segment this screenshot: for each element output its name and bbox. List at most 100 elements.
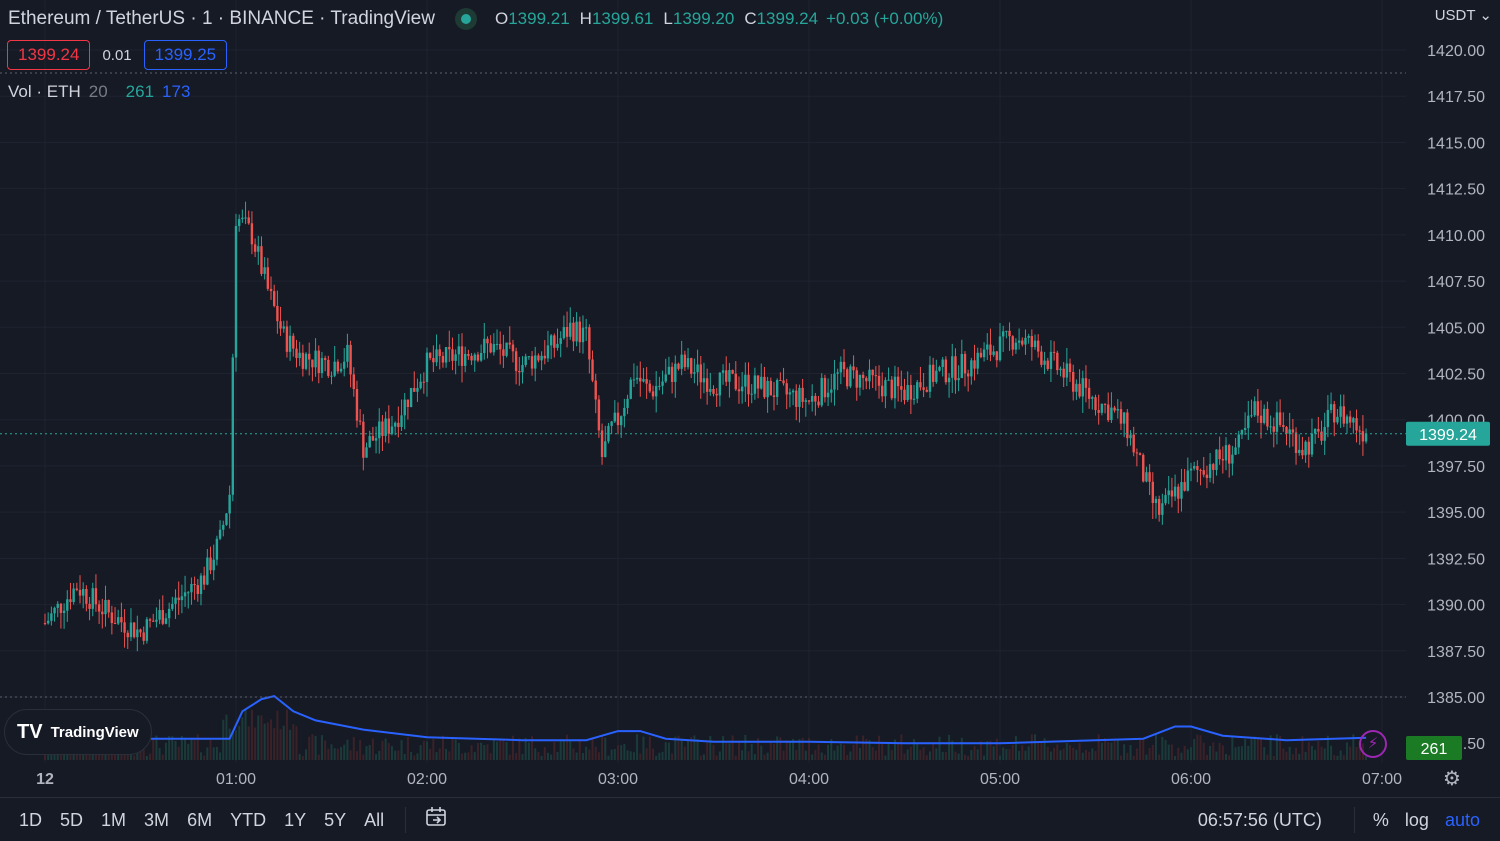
candle-body: [1116, 409, 1119, 411]
candle-body: [998, 336, 1002, 361]
volume-bar: [1323, 748, 1326, 760]
volume-bar: [1072, 747, 1075, 760]
price-chart[interactable]: [0, 0, 1406, 763]
candle-body: [374, 438, 378, 441]
volume-bar: [480, 742, 483, 760]
volume-bar: [292, 724, 295, 760]
volume-bar: [219, 752, 222, 760]
volume-bar: [1161, 736, 1164, 760]
currency-selector[interactable]: USDT ⌄: [1435, 6, 1492, 24]
volume-bar: [362, 754, 365, 760]
price-tick-label: 1395.00: [1427, 505, 1485, 522]
candle-body: [718, 372, 722, 396]
volume-bar: [610, 749, 613, 760]
utc-clock[interactable]: 06:57:56 (UTC): [1197, 809, 1322, 830]
volume-bar: [426, 741, 428, 760]
candle-body: [492, 344, 496, 353]
goto-date-icon[interactable]: [418, 806, 454, 834]
volume-bar: [266, 722, 269, 760]
candle-body: [428, 352, 432, 359]
candle-body: [556, 343, 559, 348]
volume-value: 261: [125, 82, 155, 101]
market-status-icon[interactable]: [454, 8, 477, 30]
range-all-button[interactable]: All: [364, 809, 385, 830]
volume-legend[interactable]: Vol · ETH 20 261 173: [8, 82, 190, 102]
range-1m-button[interactable]: 1M: [101, 809, 127, 830]
sell-button[interactable]: 1399.24: [7, 40, 91, 70]
volume-bar: [916, 743, 919, 760]
candle-body: [747, 374, 750, 395]
candle-body: [1329, 404, 1333, 410]
candle-body: [362, 421, 365, 458]
range-6m-button[interactable]: 6M: [187, 809, 213, 830]
candle-body: [1170, 490, 1174, 497]
volume-bar: [289, 729, 292, 760]
time-tick-label: 01:00: [216, 771, 256, 788]
volume-bar: [483, 744, 486, 760]
volume-bar: [1221, 745, 1224, 760]
candle-body: [833, 373, 836, 390]
volume-bar: [1355, 746, 1358, 760]
candle-body: [616, 412, 620, 426]
candle-body: [830, 389, 833, 393]
volume-bar: [728, 743, 731, 760]
candle-body: [209, 557, 212, 571]
chart-area[interactable]: Ethereum / TetherUS · 1 · BINANCE · Trad…: [0, 0, 1406, 763]
volume-bar: [1116, 738, 1119, 760]
candle-body: [1001, 331, 1005, 337]
range-3m-button[interactable]: 3M: [144, 809, 170, 830]
candle-body: [460, 346, 464, 366]
range-1d-button[interactable]: 1D: [19, 809, 43, 830]
volume-bar: [1069, 745, 1072, 760]
volume-bar: [273, 727, 276, 760]
lightning-icon[interactable]: ⚡: [1359, 730, 1387, 758]
price-tick-label: 1420.00: [1427, 43, 1485, 60]
candle-body: [1310, 433, 1314, 455]
volume-bar: [499, 740, 502, 760]
candle-body: [292, 335, 295, 349]
settings-gear-icon[interactable]: ⚙: [1443, 768, 1461, 790]
price-axis[interactable]: USDT ⌄ 1420.00 1417.50 1415.00 1412.50 1410.…: [1406, 0, 1500, 763]
range-5y-button[interactable]: 5Y: [324, 809, 347, 830]
volume-bar: [496, 741, 499, 760]
candle-body: [775, 380, 779, 397]
range-ytd-button[interactable]: YTD: [230, 809, 267, 830]
candle-body: [1189, 468, 1193, 471]
tradingview-logo-name: TradingView: [50, 723, 139, 741]
auto-scale-button[interactable]: auto: [1444, 809, 1480, 830]
volume-bar: [1094, 750, 1097, 760]
volume-length: 20: [88, 82, 108, 101]
volume-bar: [629, 751, 632, 760]
percent-scale-button[interactable]: %: [1372, 809, 1389, 830]
log-scale-button[interactable]: log: [1404, 809, 1429, 830]
tradingview-logo[interactable]: TV TradingView: [4, 709, 152, 755]
volume-bar: [677, 735, 680, 760]
symbol-legend[interactable]: Ethereum / TetherUS · 1 · BINANCE · Trad…: [8, 8, 943, 30]
volume-bar: [849, 751, 852, 760]
candle-body: [413, 387, 416, 392]
candle-body: [1037, 340, 1040, 352]
volume-bar: [416, 753, 419, 760]
candle-body: [744, 374, 747, 387]
volume-bar: [1046, 746, 1049, 760]
range-1y-button[interactable]: 1Y: [284, 809, 307, 830]
range-5d-button[interactable]: 5D: [60, 809, 84, 830]
candle-body: [810, 395, 814, 402]
volume-bar: [543, 747, 546, 760]
candle-body: [1237, 434, 1240, 448]
candle-body: [954, 356, 957, 381]
symbol-title[interactable]: Ethereum / TetherUS · 1 · BINANCE · Trad…: [8, 8, 435, 29]
volume-bar: [1018, 751, 1021, 760]
volume-bar: [782, 750, 785, 760]
candle-body: [1243, 428, 1247, 430]
volume-bar: [1154, 734, 1157, 760]
buy-button[interactable]: 1399.25: [143, 40, 228, 70]
time-axis[interactable]: 12 01:00 02:00 03:00 04:00 05:00 06:00 07:00: [0, 763, 1406, 795]
candle-body: [537, 355, 540, 361]
candle-body: [1135, 452, 1139, 454]
candle-body: [763, 376, 766, 398]
volume-bar: [476, 743, 479, 760]
candle-body: [132, 622, 136, 638]
volume-bar: [171, 736, 174, 760]
candle-body: [1008, 330, 1011, 337]
